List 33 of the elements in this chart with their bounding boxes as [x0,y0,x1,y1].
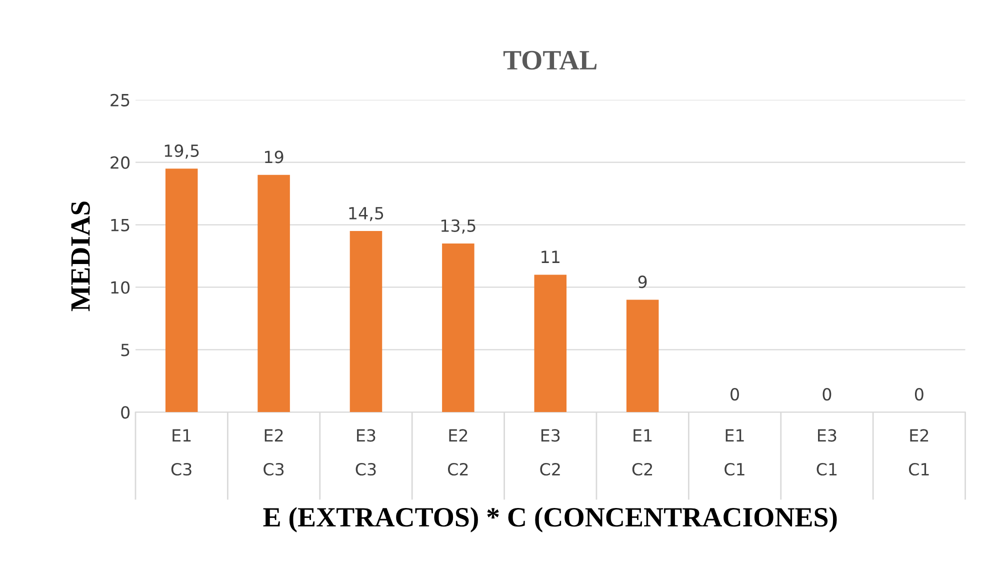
data-label: 11 [542,250,560,263]
category-label: E3 C2 [540,429,560,476]
bar [534,274,567,412]
y-tick-label: 20 [110,156,130,169]
y-tick-label: 0 [121,406,130,419]
data-label: 19,5 [164,144,199,159]
x-axis-title: E (EXTRACTOS) * C (CONCENTRACIONES) [263,507,837,532]
y-tick-label: 10 [111,281,130,294]
data-label: 19 [265,150,284,164]
chart-title: TOTAL [503,50,597,70]
category-label: E3 C3 [356,429,376,476]
y-axis-title: MEDIAS [71,202,90,312]
y-tick-label: 25 [110,94,130,106]
category-label: E3 C1 [816,429,837,476]
bar [258,174,290,412]
category-label: E2 C2 [448,429,468,476]
data-label: 9 [638,276,647,288]
category-label: E2 C3 [264,429,284,476]
bar [626,300,659,412]
data-label: 0 [914,388,924,401]
data-label: 0 [822,388,832,401]
category-label: E1 C1 [724,429,744,476]
data-label: 13,5 [441,219,476,234]
category-label: E2 C1 [908,429,929,476]
y-tick-label: 15 [111,218,130,232]
category-label: E1 C2 [632,429,652,476]
bar [350,231,382,412]
category-label: E1 C3 [171,429,192,476]
bar [442,244,474,412]
bar [165,168,198,412]
y-tick-label: 5 [121,344,130,356]
data-label: 14,5 [349,207,384,222]
data-label: 0 [730,388,739,401]
